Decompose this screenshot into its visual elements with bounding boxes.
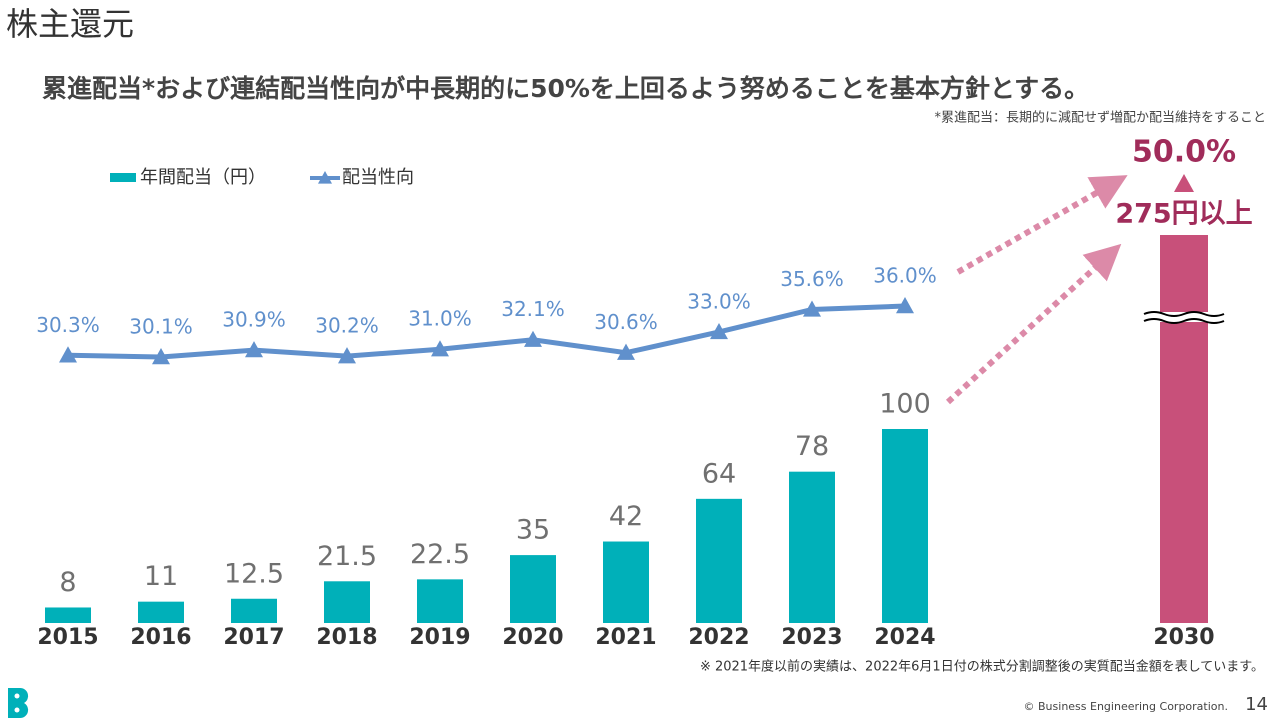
line-marker <box>617 343 635 360</box>
bar-value-label: 78 <box>795 431 829 462</box>
bar <box>696 498 742 623</box>
line <box>67 303 906 360</box>
line-value-label: 30.3% <box>36 313 100 337</box>
line-value-label: 32.1% <box>501 297 565 321</box>
line-value-label: 31.0% <box>408 307 472 331</box>
line-marker <box>431 340 449 357</box>
x-tick-label: 2030 <box>1153 625 1214 650</box>
axis-break <box>1143 311 1225 317</box>
bar-value-label: 100 <box>879 389 931 420</box>
slide-title: 株主還元 <box>6 5 134 43</box>
line-value-label: 33.0% <box>687 289 751 313</box>
bar-value-label: 21.5 <box>317 541 377 572</box>
logo <box>8 687 29 719</box>
bar <box>324 581 370 623</box>
bar <box>138 601 184 623</box>
line-value-label: 50.0% <box>1132 135 1236 170</box>
line-marker <box>59 346 77 363</box>
line-value-label: 30.2% <box>315 314 379 338</box>
trend-arrow <box>956 175 1128 275</box>
footnote: ※ 2021年度以前の実績は、2022年6月1日付の株式分割調整後の実質配当金額… <box>700 659 1264 675</box>
bar <box>789 471 835 623</box>
bar-value-label: 64 <box>702 458 736 489</box>
legend-label: 年間配当（円） <box>140 167 266 188</box>
line-marker <box>338 347 356 364</box>
line-marker <box>896 297 914 314</box>
trend-arrow <box>945 243 1122 405</box>
line-marker <box>524 330 542 347</box>
legend-swatch <box>110 173 136 182</box>
x-tick-label: 2022 <box>688 625 749 650</box>
x-tick-label: 2018 <box>316 625 377 650</box>
x-tick-label: 2015 <box>37 625 98 650</box>
x-tick-label: 2017 <box>223 625 284 650</box>
x-tick-label: 2020 <box>502 625 563 650</box>
bar-value-label: 11 <box>144 561 178 592</box>
bar-value-label: 42 <box>609 501 643 532</box>
bar-value-label: 8 <box>59 567 76 598</box>
line-value-label: 30.1% <box>129 315 193 339</box>
line-marker <box>710 322 728 340</box>
subtitle: 累進配当*および連結配当性向が中長期的に50%を上回るよう努めることを基本方針と… <box>42 74 1089 103</box>
x-tick-label: 2021 <box>595 625 656 650</box>
x-tick-label: 2024 <box>874 625 935 650</box>
page-number: 14 <box>1245 694 1268 715</box>
x-tick-label: 2019 <box>409 625 470 650</box>
bar <box>510 555 556 623</box>
bar-value-label: 275円以上 <box>1115 199 1252 230</box>
line-marker <box>245 341 263 358</box>
copyright: © Business Engineering Corporation. <box>1024 700 1228 713</box>
line-value-label: 35.6% <box>780 267 844 291</box>
line-marker <box>152 348 170 365</box>
bar <box>231 598 277 623</box>
bar-value-label: 12.5 <box>224 558 284 589</box>
bar <box>603 541 649 623</box>
note: *累進配当：長期的に減配せず増配か配当維持をすること <box>934 110 1266 126</box>
bar <box>45 607 91 623</box>
line-marker <box>1174 174 1194 192</box>
line-marker <box>803 300 821 317</box>
legend-swatch <box>318 171 332 184</box>
bar <box>1160 235 1208 623</box>
line-value-label: 30.6% <box>594 310 658 334</box>
bar <box>882 429 928 623</box>
bar <box>417 579 463 623</box>
x-tick-label: 2016 <box>130 625 191 650</box>
x-tick-label: 2023 <box>781 625 842 650</box>
bar-value-label: 35 <box>516 515 550 546</box>
axis-break <box>1143 318 1225 324</box>
bar-value-label: 22.5 <box>410 539 470 570</box>
line-value-label: 36.0% <box>873 264 937 288</box>
line-value-label: 30.9% <box>222 308 286 332</box>
axis-break <box>1144 312 1224 322</box>
legend-label: 配当性向 <box>342 167 414 188</box>
